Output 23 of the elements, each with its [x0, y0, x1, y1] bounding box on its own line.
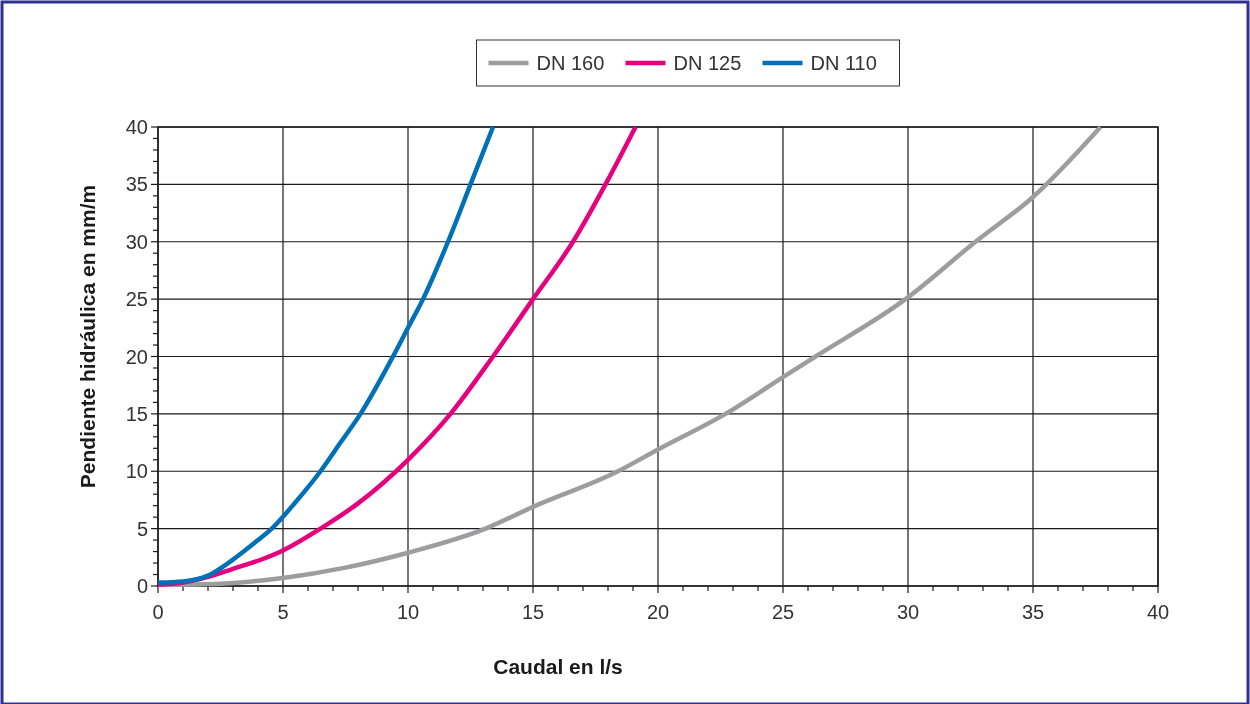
legend-label: DN 110 — [810, 52, 877, 74]
y-tick-label: 20 — [125, 345, 148, 368]
y-tick-label: 35 — [125, 173, 148, 196]
y-axis-title: Pendiente hidráulica en mm/m — [76, 184, 99, 489]
y-tick-label: 30 — [125, 230, 148, 253]
x-tick-label: 35 — [1021, 601, 1045, 623]
y-tick-label: 15 — [125, 402, 148, 425]
x-tick-label: 10 — [396, 601, 420, 623]
x-tick-label: 20 — [646, 601, 670, 623]
y-tick-label: 25 — [125, 288, 148, 311]
y-tick-label: 5 — [136, 517, 148, 540]
y-tick-label: 10 — [125, 460, 148, 483]
x-tick-label: 30 — [896, 601, 920, 623]
y-tick-label: 40 — [125, 116, 148, 138]
x-tick-label: 0 — [152, 601, 164, 623]
x-axis-title: Caudal en l/s — [493, 655, 623, 678]
legend-label: DN 125 — [673, 52, 742, 74]
x-tick-label: 25 — [771, 601, 795, 623]
legend-label: DN 160 — [536, 52, 605, 74]
x-tick-label: 5 — [277, 601, 289, 623]
y-tick-label: 0 — [136, 575, 148, 597]
x-tick-label: 40 — [1146, 601, 1170, 623]
x-tick-label: 15 — [521, 601, 545, 623]
